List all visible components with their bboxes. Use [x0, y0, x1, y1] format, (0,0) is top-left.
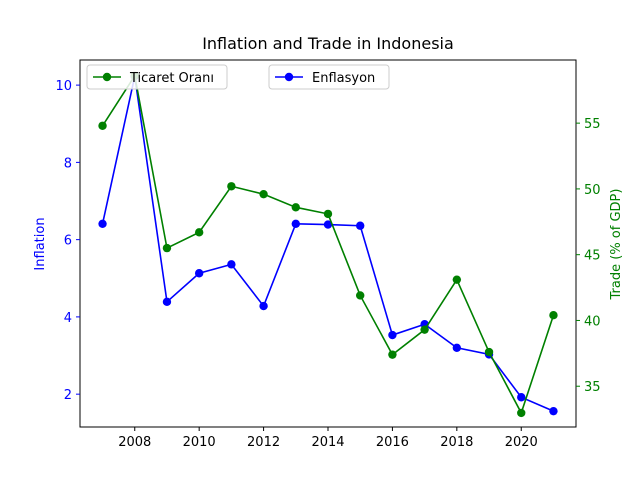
data-point: [517, 393, 526, 402]
y-axis-left-label: Inflation: [33, 217, 48, 270]
data-point: [194, 269, 204, 278]
legend-label: Enflasyon: [312, 71, 375, 86]
y-right-tick-label: 35: [584, 380, 601, 395]
data-point: [323, 209, 333, 219]
y-left-tick-label: 2: [64, 388, 72, 403]
y-left-tick-label: 10: [55, 79, 72, 94]
data-point: [517, 408, 526, 418]
legend-box: [268, 64, 390, 90]
x-tick-label: 2020: [505, 435, 538, 450]
y-left-tick-label: 8: [64, 156, 72, 171]
chart-title: Inflation and Trade in Indonesia: [202, 34, 454, 53]
y-left-tick-label: 4: [64, 311, 72, 326]
x-tick-label: 2014: [311, 435, 344, 450]
data-point: [194, 228, 204, 237]
data-point: [356, 221, 365, 230]
legend-layer: Ticaret Oranı Enflasyon: [86, 64, 390, 90]
data-point: [388, 330, 397, 340]
data-point: [227, 182, 236, 191]
data-point: [356, 291, 365, 300]
legend-upper-center: Enflasyon: [268, 64, 390, 90]
data-point: [259, 301, 268, 311]
data-point: [323, 220, 333, 229]
data-point: [227, 260, 236, 269]
data-point: [162, 297, 172, 307]
y-right-tick-label: 55: [584, 117, 601, 132]
legend-box: [86, 64, 228, 90]
legend-upper-left: Ticaret Oranı: [86, 64, 228, 90]
data-point: [452, 343, 462, 353]
data-point: [388, 350, 397, 359]
x-tick-label: 2008: [118, 435, 151, 450]
data-point: [291, 203, 300, 212]
x-tick-label: 2018: [440, 435, 473, 450]
x-tick-label: 2012: [247, 435, 280, 450]
series-trade: [98, 71, 558, 418]
series-layer: [98, 71, 558, 418]
y-right-tick-label: 50: [584, 183, 601, 198]
legend-label: Ticaret Oranı: [129, 71, 214, 86]
legend-marker: [284, 72, 294, 82]
y-left-tick-label: 6: [64, 234, 72, 249]
axes-layer: 2008 2010 2012 2014 2016 2018 2020 2 4 6 8 10 35 40 45…: [55, 59, 601, 450]
data-point: [420, 325, 429, 334]
data-point: [484, 347, 494, 357]
y-right-tick-label: 40: [584, 314, 601, 329]
data-point: [549, 310, 558, 320]
legend-marker: [102, 72, 112, 82]
y-axis-right-label: Trade (% of GDP): [609, 189, 624, 301]
data-point: [259, 189, 268, 199]
y-right-tick-label: 45: [584, 249, 601, 264]
data-point: [98, 219, 107, 228]
data-point: [162, 243, 172, 253]
data-point: [291, 219, 300, 228]
data-point: [452, 275, 462, 284]
data-point: [98, 121, 107, 130]
data-point: [549, 406, 558, 416]
x-tick-label: 2016: [376, 435, 409, 450]
x-tick-label: 2010: [183, 435, 216, 450]
